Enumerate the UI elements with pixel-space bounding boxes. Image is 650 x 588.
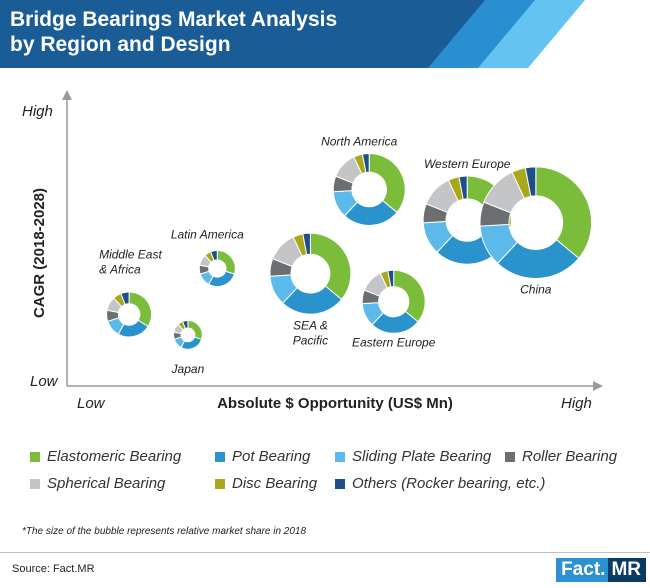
legend-label: Spherical Bearing — [47, 475, 166, 492]
source-text: Source: Fact.MR — [12, 563, 95, 575]
legend-label: Disc Bearing — [232, 475, 318, 492]
bubble-sea-pacific: SEA & Pacific — [269, 232, 352, 348]
bubble-label: China — [520, 283, 552, 297]
segment-others-rocker-bearing-etc — [302, 232, 311, 256]
x-high-label: High — [561, 395, 592, 412]
page-title: Bridge Bearings Market Analysis by Regio… — [10, 7, 390, 57]
legend-swatch — [215, 478, 225, 489]
bubble-label: Japan — [171, 362, 205, 376]
bubble-middle-east-africa: Middle East & Africa — [99, 247, 162, 338]
bubble-label: Middle East & Africa — [99, 247, 162, 276]
title-line-2: by Region and Design — [10, 33, 231, 56]
legend-label: Pot Bearing — [232, 448, 311, 465]
y-axis-title: CAGR (2018-2028) — [31, 188, 48, 318]
y-axis-arrow — [62, 90, 72, 100]
segment-others-rocker-bearing-etc — [210, 250, 218, 262]
bubble-japan: Japan — [171, 319, 205, 376]
chart-axes — [62, 90, 603, 391]
logo-part-1: Fact. — [556, 558, 609, 582]
legend-swatch — [335, 451, 345, 462]
footnote: *The size of the bubble represents relat… — [22, 526, 307, 537]
segment-elastomeric-bearing — [309, 232, 352, 301]
legend-item: Disc Bearing — [215, 475, 335, 492]
bubble-north-america: North America — [321, 135, 406, 226]
legend-swatch — [335, 478, 345, 489]
legend-swatch — [215, 451, 225, 462]
header-background — [0, 0, 585, 68]
logo-part-2: MR — [608, 558, 646, 582]
legend-label: Roller Bearing — [522, 448, 618, 465]
legend: Elastomeric Bearing Pot Bearing Sliding Pl… — [30, 448, 640, 492]
bubble-label: North America — [321, 135, 398, 149]
x-low-label: Low — [77, 395, 106, 412]
segment-pot-bearing — [207, 270, 236, 287]
legend-item: Spherical Bearing — [30, 475, 215, 492]
legend-item: Others (Rocker bearing, etc.) — [335, 475, 645, 492]
segment-elastomeric-bearing — [535, 166, 593, 259]
y-high-label: High — [22, 103, 53, 120]
legend-swatch — [505, 451, 515, 462]
segment-elastomeric-bearing — [368, 152, 406, 214]
legend-label: Sliding Plate Bearing — [352, 448, 492, 465]
bubble-label: Eastern Europe — [352, 336, 436, 350]
segment-others-rocker-bearing-etc — [387, 269, 395, 288]
segment-elastomeric-bearing — [393, 269, 426, 323]
bubbles-group: Middle East & Africa Japan Latin America SEA… — [99, 135, 593, 376]
x-axis-arrow — [593, 381, 603, 391]
segment-elastomeric-bearing — [216, 250, 236, 275]
segment-others-rocker-bearing-etc — [458, 175, 468, 200]
legend-item: Sliding Plate Bearing — [335, 448, 505, 465]
footer-divider — [0, 552, 650, 553]
bubble-latin-america: Latin America — [171, 228, 244, 287]
bubble-china: China — [479, 166, 593, 297]
legend-item: Pot Bearing — [215, 448, 335, 465]
bubble-label: Western Europe — [424, 157, 511, 171]
legend-label: Others (Rocker bearing, etc.) — [352, 475, 546, 492]
factmr-logo: Fact. MR — [556, 558, 646, 582]
segment-others-rocker-bearing-etc — [361, 152, 370, 174]
segment-pot-bearing — [180, 336, 203, 350]
legend-label: Elastomeric Bearing — [47, 448, 182, 465]
legend-swatch — [30, 478, 40, 489]
bubble-label: Latin America — [171, 228, 244, 242]
legend-item: Roller Bearing — [505, 448, 645, 465]
legend-item: Elastomeric Bearing — [30, 448, 215, 465]
legend-swatch — [30, 451, 40, 462]
bubble-label: SEA & Pacific — [293, 319, 328, 348]
bubble-eastern-europe: Eastern Europe — [352, 269, 436, 350]
x-axis-title: Absolute $ Opportunity (US$ Mn) — [217, 395, 453, 412]
y-low-label: Low — [30, 373, 59, 390]
title-line-1: Bridge Bearings Market Analysis — [10, 8, 338, 31]
segment-others-rocker-bearing-etc — [120, 291, 130, 306]
segment-others-rocker-bearing-etc — [524, 166, 537, 197]
segment-others-rocker-bearing-etc — [181, 319, 189, 330]
bubble-chart: High Low CAGR (2018-2028) Low High Absol… — [22, 90, 603, 412]
segment-elastomeric-bearing — [187, 319, 203, 340]
header-banner: Bridge Bearings Market Analysis by Regio… — [0, 0, 650, 68]
